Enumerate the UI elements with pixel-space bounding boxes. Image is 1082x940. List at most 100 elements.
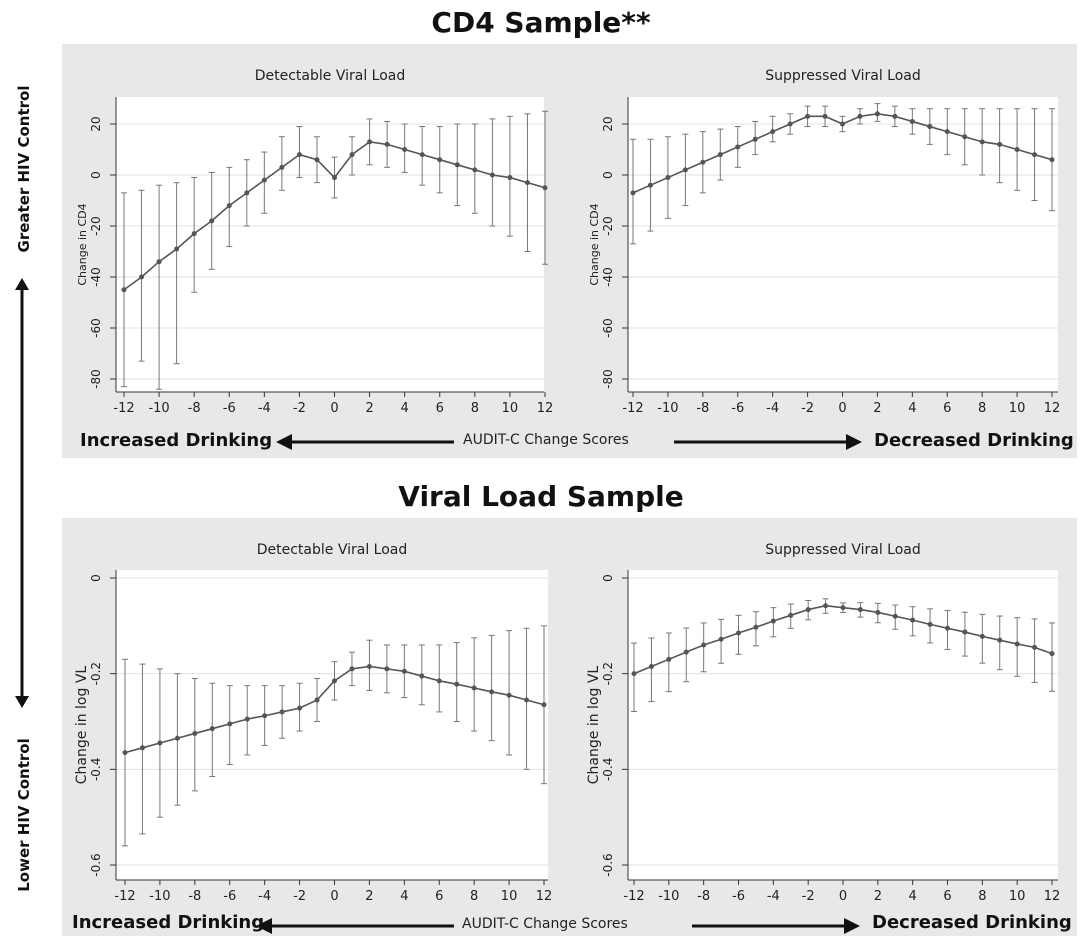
data-point bbox=[892, 613, 898, 619]
x-tick-label: -10 bbox=[657, 401, 678, 416]
x-tick-label: 2 bbox=[365, 401, 373, 416]
data-point bbox=[122, 750, 128, 756]
data-point bbox=[962, 629, 968, 635]
x-tick-label: -8 bbox=[697, 889, 710, 904]
x-tick-label: 8 bbox=[978, 401, 986, 416]
x-tick-label: 0 bbox=[330, 889, 338, 904]
data-point bbox=[279, 164, 285, 170]
data-point bbox=[892, 113, 898, 119]
data-point bbox=[332, 175, 337, 181]
decreased-drinking-label-top: Decreased Drinking bbox=[874, 430, 1074, 451]
x-tick-label: -4 bbox=[767, 889, 780, 904]
x-tick-label: 12 bbox=[1044, 401, 1061, 416]
plot-area bbox=[116, 97, 544, 392]
data-point bbox=[156, 259, 162, 265]
x-tick-label: -6 bbox=[223, 889, 236, 904]
x-tick-label: -4 bbox=[766, 401, 779, 416]
decreased-drinking-label-bottom: Decreased Drinking bbox=[872, 912, 1072, 933]
x-tick-label: -12 bbox=[623, 889, 644, 904]
data-point bbox=[174, 735, 180, 741]
x-tick-label: 4 bbox=[401, 401, 409, 416]
y-tick-label: -20 bbox=[89, 216, 103, 236]
x-tick-label: -2 bbox=[801, 401, 814, 416]
data-point bbox=[717, 152, 723, 158]
data-point bbox=[1014, 641, 1020, 647]
data-point bbox=[927, 124, 933, 130]
data-point bbox=[736, 630, 741, 636]
data-point bbox=[944, 129, 950, 135]
y-tick-label: 20 bbox=[601, 116, 615, 131]
data-point bbox=[244, 716, 250, 722]
x-tick-label: 12 bbox=[537, 401, 554, 416]
y-axis-label: Change in log VL bbox=[74, 666, 90, 785]
data-point bbox=[454, 162, 460, 168]
cd4-sample-title: CD4 Sample** bbox=[431, 6, 651, 39]
data-point bbox=[436, 678, 442, 684]
y-tick-label: -20 bbox=[601, 216, 615, 236]
x-tick-label: -10 bbox=[148, 401, 169, 416]
data-point bbox=[174, 246, 180, 252]
data-point bbox=[701, 642, 707, 648]
data-point bbox=[472, 167, 478, 173]
data-point bbox=[997, 637, 1003, 643]
y-tick-label: -0.6 bbox=[89, 853, 103, 876]
x-tick-label: -12 bbox=[622, 401, 643, 416]
data-point bbox=[1049, 157, 1055, 163]
x-tick-label: -10 bbox=[149, 889, 170, 904]
greater-hiv-control-label: Greater HIV Control bbox=[15, 85, 33, 253]
data-point bbox=[753, 624, 759, 630]
vl-detectable-chart: Detectable Viral Load Change in log VL 0 -0… bbox=[74, 542, 552, 904]
data-point bbox=[822, 113, 828, 119]
data-point bbox=[1014, 147, 1020, 152]
y-tick-label: -0.4 bbox=[601, 758, 615, 781]
data-point bbox=[314, 697, 320, 703]
x-tick-label: 8 bbox=[471, 401, 479, 416]
data-point bbox=[384, 141, 390, 147]
data-point bbox=[366, 663, 372, 669]
data-point bbox=[648, 663, 654, 669]
x-tick-label: 0 bbox=[330, 401, 338, 416]
data-point bbox=[770, 129, 776, 135]
audit-c-caption-bottom: AUDIT-C Change Scores bbox=[462, 916, 628, 932]
data-point bbox=[261, 177, 267, 183]
data-point bbox=[227, 721, 233, 727]
x-tick-label: -12 bbox=[114, 889, 135, 904]
x-tick-label: -8 bbox=[696, 401, 709, 416]
data-point bbox=[192, 730, 198, 736]
data-point bbox=[735, 144, 741, 150]
x-tick-label: 6 bbox=[435, 889, 443, 904]
data-point bbox=[718, 636, 724, 642]
chart-title: Detectable Viral Load bbox=[255, 68, 406, 84]
data-point bbox=[209, 726, 215, 732]
hiv-control-double-arrow bbox=[15, 278, 29, 708]
data-point bbox=[700, 159, 706, 165]
data-point bbox=[437, 157, 443, 163]
y-tick-label: 0 bbox=[601, 171, 615, 179]
data-point bbox=[542, 185, 548, 191]
data-point bbox=[296, 152, 302, 158]
data-point bbox=[349, 152, 355, 158]
data-point bbox=[332, 678, 337, 684]
data-point bbox=[979, 139, 985, 145]
increased-drinking-label-top: Increased Drinking bbox=[80, 430, 273, 451]
x-tick-label: 0 bbox=[839, 889, 847, 904]
x-tick-label: 2 bbox=[873, 401, 881, 416]
y-axis-label: Change in CD4 bbox=[76, 203, 89, 285]
chart-title: Detectable Viral Load bbox=[257, 542, 408, 558]
y-tick-label: -80 bbox=[89, 369, 103, 389]
x-tick-label: 10 bbox=[1009, 889, 1026, 904]
data-point bbox=[419, 673, 425, 679]
left-arrow-top bbox=[276, 434, 454, 450]
x-tick-label: -6 bbox=[732, 889, 745, 904]
data-point bbox=[489, 172, 495, 178]
data-point bbox=[910, 617, 916, 623]
x-tick-label: 10 bbox=[1009, 401, 1026, 416]
right-arrow-top bbox=[674, 434, 862, 450]
y-tick-label: -80 bbox=[601, 369, 615, 389]
x-tick-label: 10 bbox=[501, 889, 518, 904]
y-tick-label: -0.2 bbox=[89, 662, 103, 685]
x-tick-label: 8 bbox=[470, 889, 478, 904]
x-tick-label: 12 bbox=[1044, 889, 1061, 904]
